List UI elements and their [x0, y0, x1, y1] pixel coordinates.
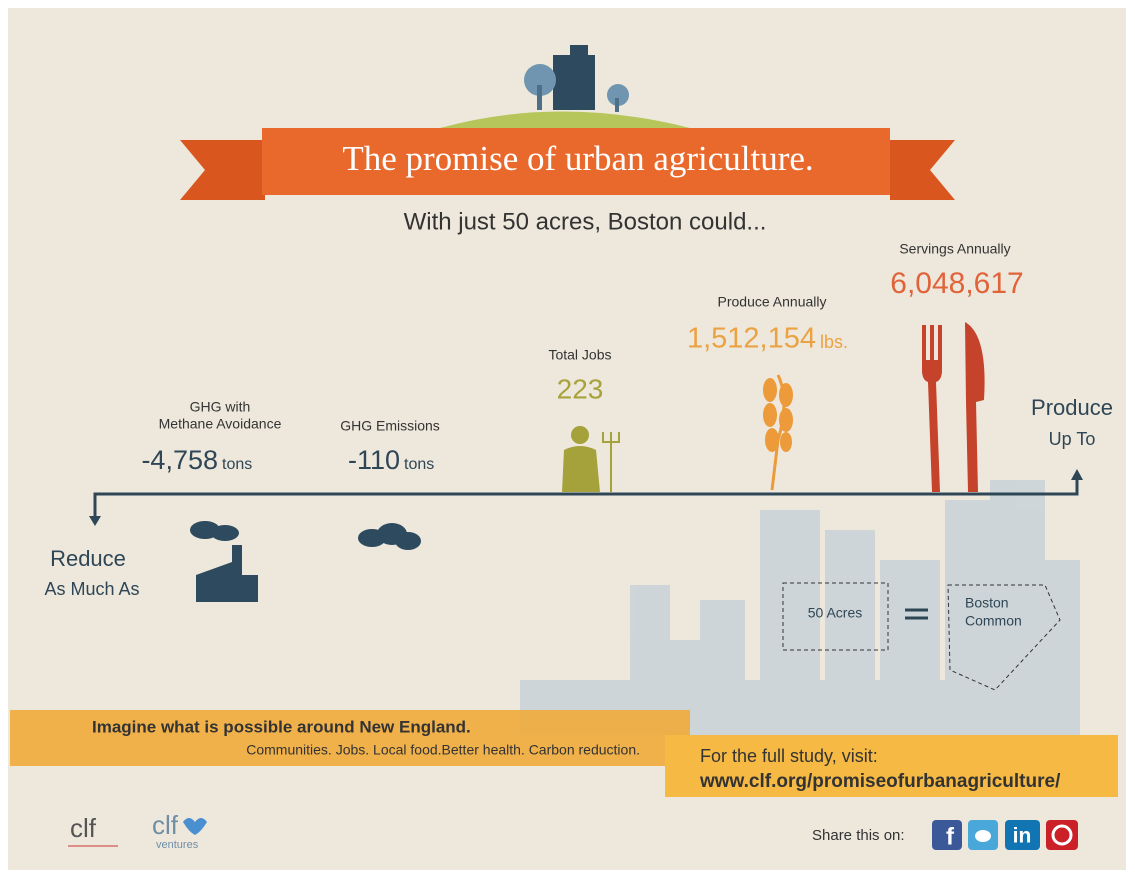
- banner-tagline: Communities. Jobs. Local food.Better hea…: [246, 742, 640, 758]
- stat-value: -4,758: [141, 445, 218, 475]
- stat-label: Servings Annually: [899, 241, 1010, 257]
- wheat-icon: [763, 374, 793, 491]
- farm-icon: [440, 45, 690, 128]
- factory-icon: [190, 521, 258, 602]
- logo-heart: [183, 818, 207, 835]
- stat-label: GHG with: [190, 399, 251, 415]
- stat-value: -110: [348, 445, 400, 475]
- facebook-letter: f: [946, 823, 955, 850]
- stat-value: 223: [557, 373, 604, 404]
- stat-value: 1,512,154: [687, 323, 816, 355]
- farmer-icon: [562, 426, 620, 492]
- common-outline: [947, 584, 1061, 691]
- logo: clf: [152, 810, 179, 840]
- subtitle: With just 50 acres, Boston could...: [404, 208, 767, 235]
- arrow-up: [1071, 469, 1083, 480]
- title-ribbon: [180, 128, 955, 200]
- axis-label: Produce: [1031, 395, 1113, 420]
- arrow-down: [89, 516, 101, 526]
- banner: [10, 710, 690, 766]
- comparison-label: Boston: [965, 595, 1009, 611]
- axis-label: Up To: [1049, 429, 1096, 449]
- stat-unit: tons: [404, 456, 434, 473]
- stat-label: GHG Emissions: [340, 418, 440, 434]
- logo: clf: [70, 813, 97, 843]
- study-url[interactable]: www.clf.org/promiseofurbanagriculture/: [699, 771, 1061, 792]
- axis-line: [93, 475, 1079, 522]
- skyline: [520, 480, 1080, 735]
- stat-label: Methane Avoidance: [159, 416, 282, 432]
- facebook-icon[interactable]: [932, 820, 962, 850]
- banner-headline: Imagine what is possible around New Engl…: [92, 717, 471, 736]
- stat-unit: tons: [222, 456, 252, 473]
- axis-label: As Much As: [44, 579, 139, 599]
- study-banner: [665, 735, 1118, 797]
- acres-box: [782, 582, 889, 651]
- stat-label: Total Jobs: [548, 347, 611, 363]
- stat-unit: lbs.: [820, 332, 848, 352]
- twitter-bird: [975, 830, 991, 842]
- study-intro: For the full study, visit:: [700, 746, 878, 766]
- pinterest-icon[interactable]: [1046, 820, 1078, 850]
- equals-sign: [905, 608, 928, 620]
- logo: ventures: [156, 839, 199, 851]
- stat-value: 6,048,617: [890, 267, 1023, 300]
- share-label: Share this on:: [812, 827, 905, 844]
- axis-label: Reduce: [50, 546, 126, 571]
- pinterest-mark: [1051, 824, 1073, 846]
- title: The promise of urban agriculture.: [342, 139, 813, 178]
- cloud-icon: [358, 523, 421, 550]
- comparison-label: Common: [965, 613, 1022, 629]
- linkedin-letters: in: [1013, 825, 1032, 848]
- stat-label: Produce Annually: [718, 294, 827, 310]
- linkedin-icon[interactable]: [1005, 820, 1040, 850]
- fork-knife-icon: [922, 322, 985, 492]
- comparison-label: 50 Acres: [808, 605, 862, 621]
